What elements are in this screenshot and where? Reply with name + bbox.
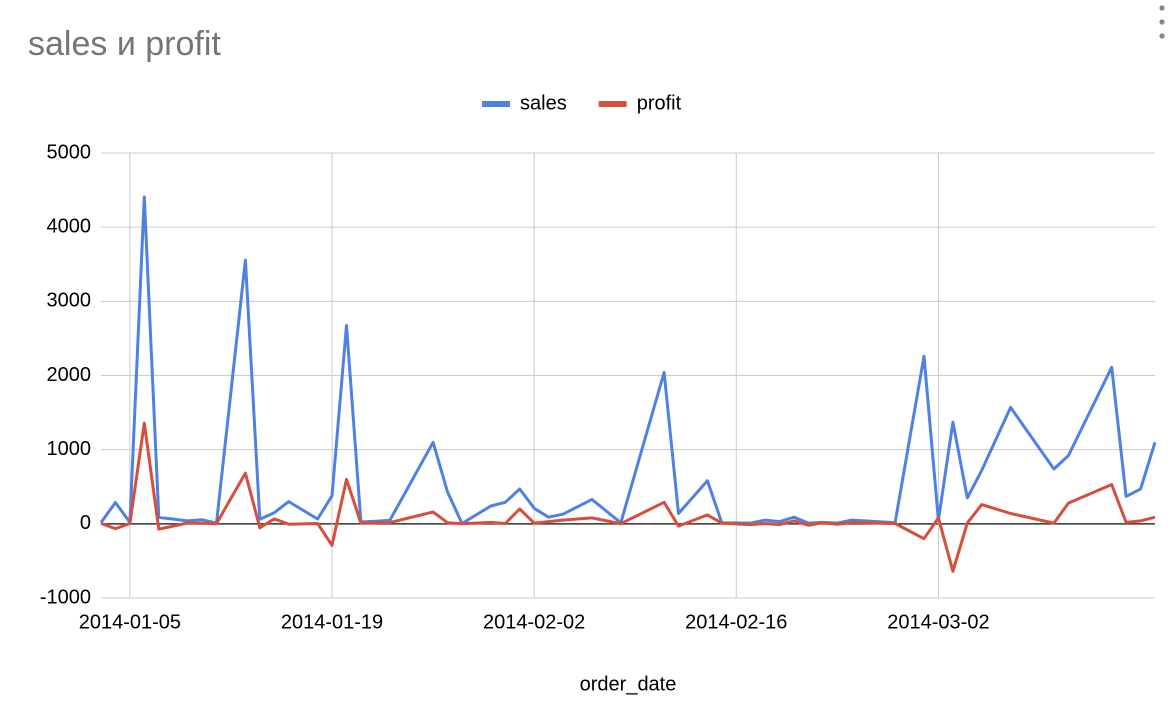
chart-title: sales и profit <box>28 25 221 63</box>
series-line <box>100 421 1156 573</box>
series-line <box>99 195 1157 525</box>
x-axis-title: order_date <box>580 673 677 695</box>
y-tick-label: 3000 <box>47 290 92 312</box>
x-tick-label: 2014-02-02 <box>483 611 585 633</box>
x-tick-label: 2014-02-16 <box>685 611 787 633</box>
y-tick-label: 0 <box>80 512 91 534</box>
y-tick-label: 5000 <box>47 141 92 163</box>
legend-label: profit <box>637 92 682 114</box>
y-tick-label: 1000 <box>47 438 92 460</box>
legend-label: sales <box>520 92 567 114</box>
menu-icon[interactable] <box>1159 5 1165 39</box>
x-tick-label: 2014-03-02 <box>887 611 989 633</box>
y-tick-label: 4000 <box>47 215 92 237</box>
x-tick-label: 2014-01-05 <box>79 611 181 633</box>
y-tick-label: 2000 <box>47 364 92 386</box>
y-tick-label: -1000 <box>40 586 91 608</box>
x-tick-label: 2014-01-19 <box>281 611 383 633</box>
